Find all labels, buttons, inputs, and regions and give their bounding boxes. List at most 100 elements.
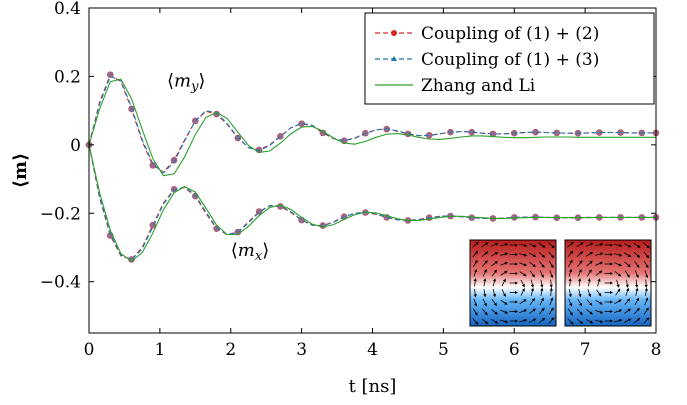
inset-arrow xyxy=(473,268,478,277)
series-line-2-m_x xyxy=(88,144,656,262)
inset-arrow xyxy=(635,279,639,288)
data-point-0-m_y xyxy=(170,156,178,164)
inset-arrow xyxy=(586,309,594,315)
series-line-1-m_y xyxy=(88,75,656,174)
inset-arrow xyxy=(548,251,555,259)
inset-arrow xyxy=(519,262,528,267)
inset-arrow xyxy=(539,261,545,268)
inset-arrow xyxy=(483,289,487,298)
inset-arrow xyxy=(578,289,582,298)
legend-box xyxy=(364,12,655,105)
inset-arrow xyxy=(596,289,602,297)
inset-arrow xyxy=(483,278,487,287)
inset-arrow xyxy=(548,242,555,249)
x-tick-label: 1 xyxy=(154,340,165,360)
inset-arrow xyxy=(586,269,592,277)
inset-arrow xyxy=(595,299,603,305)
inset-arrow xyxy=(490,318,499,324)
inset-arrow xyxy=(644,287,648,296)
inset-arrow xyxy=(529,261,536,268)
inset-panel-2 xyxy=(564,239,652,327)
inset-arrow xyxy=(567,250,574,258)
inset-arrow xyxy=(586,260,593,267)
inset-arrow xyxy=(585,251,594,257)
inset-arrow xyxy=(500,252,509,256)
inset-arrow xyxy=(482,308,488,316)
inset-arrow xyxy=(500,319,509,324)
inset-arrow xyxy=(528,318,537,324)
x-tick-label: 5 xyxy=(438,340,449,360)
legend-marker-1 xyxy=(391,56,397,61)
inset-arrow xyxy=(539,270,544,278)
inset-arrow xyxy=(568,268,573,277)
inset-arrow xyxy=(567,318,574,325)
inset-arrow xyxy=(481,251,489,258)
inset-arrow xyxy=(491,260,498,267)
inset-arrow xyxy=(530,287,534,296)
inset-arrow xyxy=(491,299,498,306)
inset-arrow xyxy=(529,270,535,278)
inset-arrow xyxy=(549,270,554,279)
inset-arrow xyxy=(528,252,537,257)
inset-arrow xyxy=(595,252,604,256)
inset-arrow xyxy=(587,278,591,287)
inset-arrow xyxy=(644,279,648,288)
chart-ticks: 0 1 2 3 4 5 6 7 8 −0.4 −0.2 0 0.2 0.4 xyxy=(40,0,662,360)
inset-arrow xyxy=(568,298,573,307)
y-axis-title: ⟨m⟩ xyxy=(10,153,31,189)
inset-arrow xyxy=(633,307,640,315)
inset-arrow xyxy=(595,309,604,314)
inset-arrow xyxy=(482,298,487,307)
inset-arrow xyxy=(635,287,639,296)
inset-arrow xyxy=(634,270,639,279)
inset-arrow xyxy=(519,309,528,314)
inset-arrow xyxy=(595,270,603,276)
inset-arrow xyxy=(614,318,623,323)
inset-arrow xyxy=(519,318,528,323)
inset-arrow xyxy=(633,317,641,324)
y-tick-label: 0.4 xyxy=(54,0,81,19)
inset-arrow xyxy=(519,299,527,305)
inset-arrow xyxy=(644,270,649,279)
inset-arrow xyxy=(482,260,488,267)
y-tick-label: 0.2 xyxy=(54,67,81,87)
inset-arrow xyxy=(501,278,506,287)
inset-arrow xyxy=(529,308,536,314)
inset-arrow xyxy=(616,279,620,288)
inset-arrow xyxy=(614,299,622,305)
x-tick-label: 2 xyxy=(225,340,236,360)
inset-arrow xyxy=(614,309,623,314)
inset-arrow xyxy=(472,250,479,258)
inset-arrow xyxy=(490,242,499,247)
inset-arrow xyxy=(540,279,544,288)
inset-arrow xyxy=(500,261,509,266)
inset-arrow xyxy=(623,252,632,258)
inset-arrow xyxy=(624,298,631,305)
legend-label-1: Coupling of (1) + (3) xyxy=(421,50,599,70)
inset-arrow xyxy=(614,262,623,267)
inset-arrow xyxy=(548,307,554,315)
inset-arrow xyxy=(500,309,509,314)
inset-arrow xyxy=(576,251,584,258)
inset-arrow xyxy=(472,241,479,248)
inset-arrow xyxy=(549,287,553,296)
inset-arrow xyxy=(567,308,573,316)
annotation-mx: ⟨mx⟩ xyxy=(231,240,269,264)
inset-arrow xyxy=(643,251,650,259)
inset-arrow xyxy=(482,269,487,277)
inset-arrow xyxy=(623,318,632,323)
inset-arrow xyxy=(529,297,535,305)
inset-arrow xyxy=(530,279,534,288)
inset-arrow xyxy=(539,297,544,306)
inset-arrow xyxy=(614,271,622,277)
inset-arrow xyxy=(501,289,506,297)
inset-arrow xyxy=(595,261,604,266)
inset-arrow xyxy=(491,269,498,277)
inset-arrow xyxy=(634,297,639,306)
inset-arrow xyxy=(472,318,479,325)
inset-arrow xyxy=(538,242,546,248)
y-tick-label: −0.2 xyxy=(40,204,81,224)
inset-arrow xyxy=(643,242,650,249)
x-tick-label: 4 xyxy=(367,340,378,360)
